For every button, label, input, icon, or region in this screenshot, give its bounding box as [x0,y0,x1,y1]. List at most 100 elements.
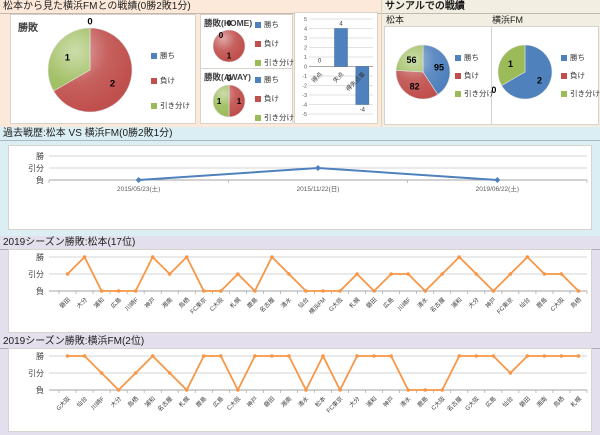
svg-text:名古屋: 名古屋 [156,395,174,413]
history-chart-panel[interactable]: 負 引分 勝 2015/05/23(土) 2015/11/22(日) 2019/06/22… [8,145,592,230]
svg-text:0: 0 [491,85,496,95]
svg-text:仙台: 仙台 [296,296,310,310]
svg-text:引分: 引分 [28,164,44,173]
svg-text:1: 1 [237,97,242,106]
overall-pie-panel[interactable]: 勝敗 0 2 1 勝ち 負け 引き分け [10,14,196,124]
svg-text:松本: 松本 [313,395,327,409]
svg-text:大分: 大分 [347,395,361,409]
svg-text:川崎F: 川崎F [123,296,140,313]
svg-text:札幌: 札幌 [228,296,242,310]
svg-text:大分: 大分 [467,296,481,310]
legend-item-draw: 引き分け [255,57,294,68]
legend-item-win: 勝ち [255,74,294,85]
svg-text:-1: -1 [302,74,307,80]
legend-draw-label: 引き分け [570,89,600,98]
svg-text:0: 0 [304,64,307,70]
svg-text:56: 56 [407,55,417,65]
svg-text:札幌: 札幌 [569,395,583,409]
svg-text:-5: -5 [302,112,307,118]
win-swatch-icon [561,54,567,61]
svg-text:清水: 清水 [296,395,310,409]
svg-text:3: 3 [304,36,307,42]
season-matsumoto-chart-panel[interactable]: 負引分勝磐田 大分 浦和 広島 川崎F 神戸 湘南 鳥栖 FC東京 C大阪 札幌 鹿島 名古屋 清水 仙台横… [8,249,592,333]
svg-text:鳥栖: 鳥栖 [552,395,566,409]
away-pie-panel[interactable]: 勝敗(AWAY) 0 1 1 勝ち 負け 引き分け [200,68,294,124]
lose-swatch-icon [151,77,157,84]
home-pie-panel[interactable]: 勝敗(HOME) 0 1 0 勝ち 負け 引き分け [200,14,294,69]
legend-lose-label: 負け [160,76,175,85]
svg-text:浦和: 浦和 [92,296,106,310]
svg-text:鹿島: 鹿島 [415,395,429,409]
legend-lose-label: 負け [570,71,585,80]
svg-text:2: 2 [304,45,307,51]
head-to-head-title: 松本から見た横浜FMとの戦績(0勝2敗1分) [0,0,381,14]
svg-text:得点: 得点 [310,70,324,84]
svg-text:0: 0 [227,19,232,28]
svg-text:G大阪: G大阪 [54,395,71,412]
svg-text:FC東京: FC東京 [188,296,208,316]
svg-text:C大阪: C大阪 [549,296,566,313]
svg-text:鹿島: 鹿島 [194,395,208,409]
goals-bar-panel[interactable]: 5 4 3 2 1 0 -1 -2 -3 -4 -5 0 得点 4 失点 -4 得失点差 [294,12,378,124]
svg-text:神戸: 神戸 [143,296,157,310]
band-history: 過去戦歴:松本 VS 横浜FM(0勝2敗1分) 負 引分 勝 2015/05/23(土… [0,127,600,236]
svg-text:大分: 大分 [109,395,123,409]
win-swatch-icon [151,52,157,59]
svg-text:引分: 引分 [28,369,44,378]
band-season-matsumoto: 2019シーズン勝敗:松本(17位) 負引分勝磐田 大分 浦和 広島 川崎F 神戸 湘南 鳥栖… [0,236,600,335]
win-swatch-icon [255,21,261,28]
svg-text:鹿島: 鹿島 [535,296,549,310]
season-yokohama-chart-panel[interactable]: 負引分勝 G大阪 仙台 川崎F 大分 鳥栖 浦和 名古屋 札幌 鹿島 広島 C大阪 神戸 磐田 湘南 清水 松本… [8,348,592,432]
svg-text:浦和: 浦和 [143,395,157,409]
svg-text:C大阪: C大阪 [429,395,446,412]
away-pie-legend: 勝ち 負け 引き分け [255,74,294,123]
legend-item-win: 勝ち [561,52,600,63]
season-matsumoto-title: 2019シーズン勝敗:松本(17位) [0,236,600,250]
legend-item-draw: 引き分け [151,100,190,111]
svg-text:広島: 広島 [109,296,123,310]
svg-text:川崎F: 川崎F [396,296,413,313]
band-season-yokohama: 2019シーズン勝敗:横浜FM(2位) 負引分勝 G大阪 仙台 川崎F 大分 鳥栖 浦和 名古… [0,335,600,435]
draw-swatch-icon [561,90,567,97]
svg-text:1: 1 [217,97,222,106]
stadium-team-b-label: 横浜FM [492,15,523,25]
legend-draw-label: 引き分け [264,113,294,122]
svg-text:0: 0 [227,74,232,83]
history-title: 過去戦歴:松本 VS 横浜FM(0勝2敗1分) [0,127,600,141]
svg-text:2019/06/22(土): 2019/06/22(土) [476,184,519,193]
home-pie-legend: 勝ち 負け 引き分け [255,19,294,68]
svg-text:負: 負 [36,286,44,296]
svg-text:4: 4 [339,22,343,28]
svg-text:名古屋: 名古屋 [445,395,463,413]
svg-text:鳥栖: 鳥栖 [177,296,191,310]
stadium-team-a-label: 松本 [386,15,405,25]
legend-win-label: 勝ち [160,51,175,60]
svg-text:FC東京: FC東京 [325,395,345,415]
svg-text:勝: 勝 [36,351,44,361]
svg-text:5: 5 [304,17,307,23]
legend-win-label: 勝ち [570,53,585,62]
legend-item-draw: 引き分け [455,88,494,99]
svg-text:清水: 清水 [398,395,412,409]
svg-text:磐田: 磐田 [364,296,378,310]
svg-text:0: 0 [219,31,224,40]
svg-text:1: 1 [65,52,71,63]
svg-text:札幌: 札幌 [347,296,361,310]
legend-item-win: 勝ち [151,50,190,61]
legend-item-lose: 負け [151,75,190,86]
legend-draw-label: 引き分け [464,89,494,98]
legend-item-lose: 負け [255,93,294,104]
svg-text:4: 4 [304,26,307,32]
stadium-pies-panel[interactable]: 95 82 56 2 0 1 勝ち 負け 引き分け 勝ち 負け 引き分け [384,26,600,125]
svg-text:広島: 広島 [211,395,225,409]
svg-text:川崎F: 川崎F [89,395,106,412]
svg-text:札幌: 札幌 [177,395,191,409]
svg-text:仙台: 仙台 [518,296,532,310]
svg-text:鳥栖: 鳥栖 [126,395,140,409]
stadium-section: サンアルでの戦績 松本 横浜FM 95 82 56 2 0 1 勝ち 負け 引き分け 勝ち… [381,0,600,127]
svg-text:仙台: 仙台 [501,395,515,409]
band-head-to-head: 松本から見た横浜FMとの戦績(0勝2敗1分) 勝敗 0 2 1 勝ち 負け 引き分け… [0,0,600,127]
svg-text:神戸: 神戸 [245,395,259,409]
svg-text:磐田: 磐田 [58,296,72,310]
svg-text:名古屋: 名古屋 [258,296,276,314]
